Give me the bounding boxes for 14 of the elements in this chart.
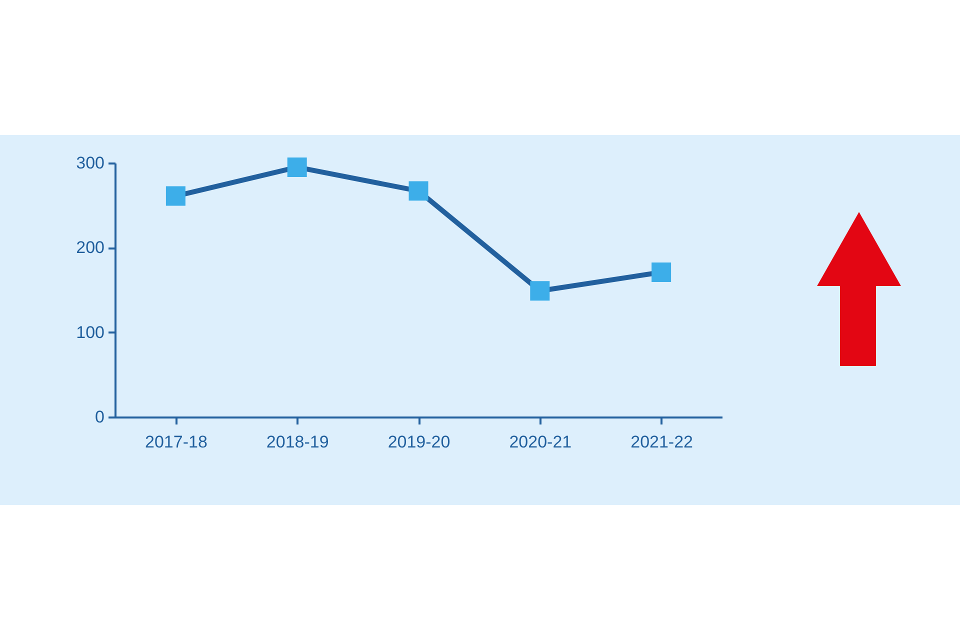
point xyxy=(530,281,550,301)
y-tick-label: 300 xyxy=(76,154,104,172)
point xyxy=(287,157,307,177)
point xyxy=(166,186,186,206)
point xyxy=(408,181,428,201)
x-tick-label: 2018-19 xyxy=(266,432,329,452)
point xyxy=(652,262,672,282)
y-tick-label: 200 xyxy=(76,238,104,258)
x-tick-label: 2017-18 xyxy=(145,432,208,452)
x-tick-label: 2020-21 xyxy=(509,432,572,452)
y-tick-label: 100 xyxy=(76,322,104,342)
x-tick-label: 2019-20 xyxy=(388,432,450,452)
x-tick-label: 2021-22 xyxy=(630,432,693,452)
y-tick-label: 0 xyxy=(95,408,104,426)
